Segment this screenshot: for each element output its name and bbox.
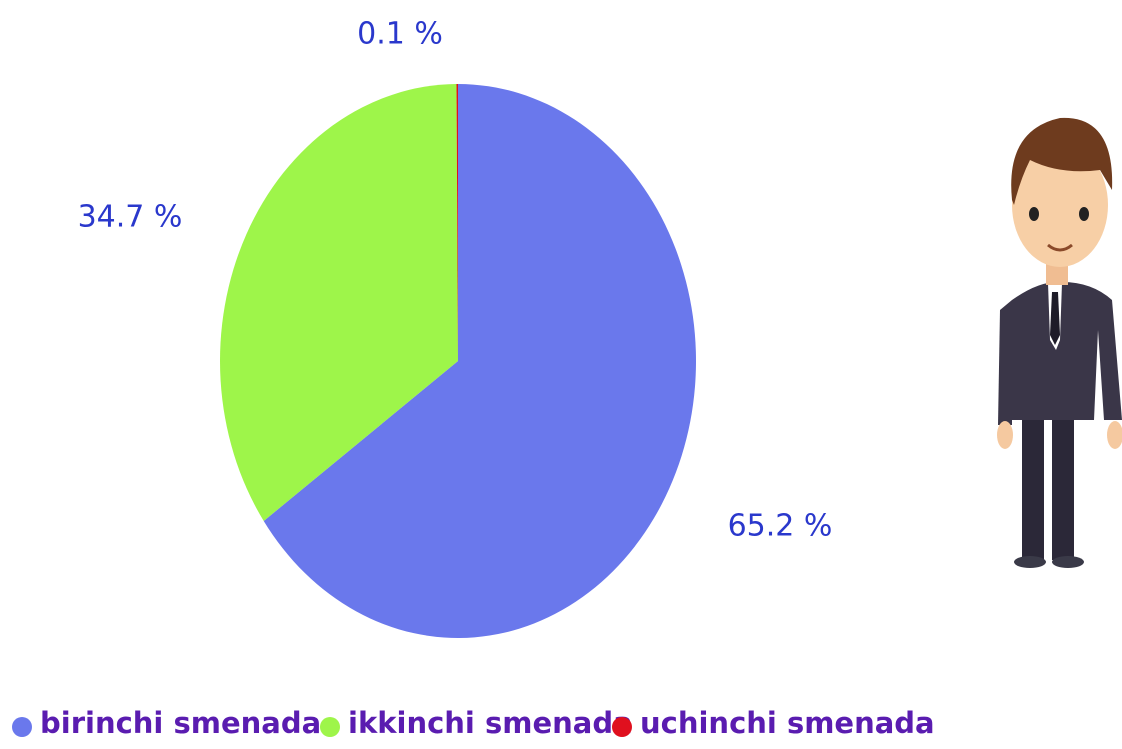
legend-marker <box>612 717 632 737</box>
value-label: 65.2 % <box>728 509 833 544</box>
legend-marker <box>320 717 340 737</box>
legend-label: birinchi smenada <box>40 706 321 740</box>
pie-slice <box>220 84 458 521</box>
legend-label: ikkinchi smenada <box>348 706 633 740</box>
legend-marker <box>12 717 32 737</box>
pie-slice <box>263 84 696 639</box>
pie-slice <box>456 84 458 361</box>
value-label: 34.7 % <box>78 200 183 235</box>
value-label: 0.1 % <box>357 17 443 52</box>
legend-label: uchinchi smenada <box>640 706 935 740</box>
man-illustration <box>997 117 1122 568</box>
